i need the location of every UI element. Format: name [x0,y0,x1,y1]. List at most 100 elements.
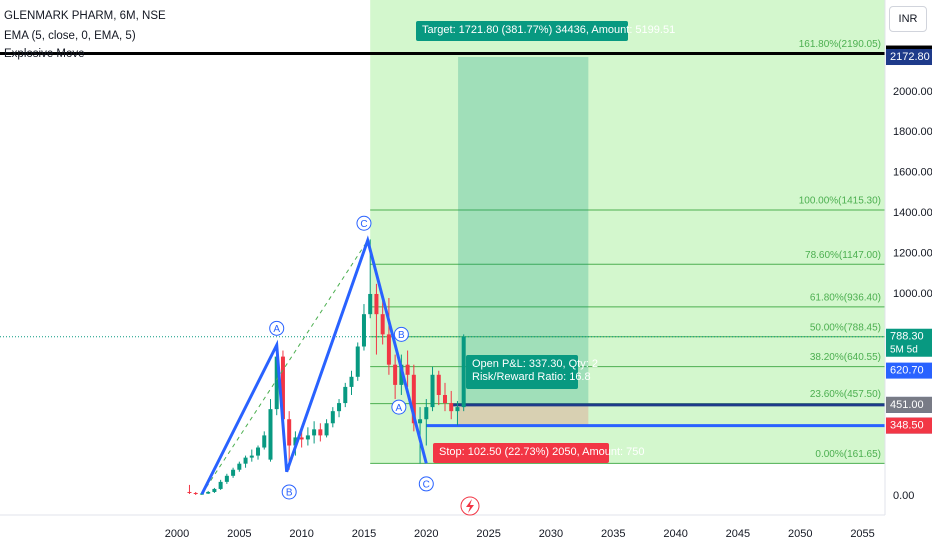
candle-body [212,488,217,492]
price-label: 348.50 [890,420,924,432]
candle-body [361,314,366,347]
pnl-label: Risk/Reward Ratio: 16.8 [472,371,591,383]
candle-body [330,411,335,424]
fib-zone [370,0,885,464]
x-tick-label: 2055 [850,528,874,540]
candle-body [256,447,261,456]
candle-body [237,463,242,470]
pattern-point [391,399,407,415]
candle-body [368,293,373,315]
pnl-label: Open P&L: 337.30, Qty: 2 [472,358,598,370]
pattern-label: B [398,330,405,341]
pnl-label-bg [466,355,578,389]
fib-label: 0.00%(161.65) [815,449,881,460]
pattern-label: A [396,403,403,414]
candle-body [324,423,329,436]
fib-label: 23.60%(457.50) [810,389,881,400]
candle-body [231,469,236,476]
candle-body [193,492,198,494]
candle-body [386,334,391,365]
indicator: EMA (5, close, 0, EMA, 5) [4,30,136,42]
candle-body [287,419,292,446]
target-zone [458,57,589,405]
pattern-label: C [423,480,430,491]
candle-body [249,455,254,458]
price-label-bg [886,417,932,434]
candle-body [187,491,192,493]
candle-body [280,356,285,420]
symbol: GLENMARK PHARM, 6M, NSE [4,10,166,22]
stop-zone [458,404,589,426]
candle-body [442,394,447,404]
candle-body [199,493,204,495]
pattern-label: B [286,488,293,499]
candle-body [293,437,298,446]
candle-body [218,481,223,489]
x-tick-label: 2010 [289,528,313,540]
x-tick-label: 2025 [476,528,500,540]
y-tick-label: 1600.00 [893,167,932,179]
price-label-bg [886,396,932,413]
x-tick-label: 2050 [788,528,812,540]
x-tick-label: 2040 [663,528,687,540]
candle-body [374,293,379,315]
y-tick-label: 0.00 [893,490,914,502]
candle-body [455,407,460,412]
candle-body [268,409,273,460]
pattern-label: C [360,219,367,230]
price-label-bg [886,362,932,379]
target-label-bg [416,21,628,41]
candle-body [461,336,466,408]
pattern-dashed [201,240,369,495]
x-tick-label: 2035 [601,528,625,540]
y-tick-label: 2000.00 [893,86,932,98]
x-tick-label: 2005 [227,528,251,540]
candle-body [274,356,279,410]
target-label: Target: 1721.80 (381.77%) 34436, Amount:… [422,24,675,36]
pattern-point [281,484,297,500]
price-label-bg [886,328,932,357]
fib-label: 38.20%(640.55) [810,352,881,363]
pattern-point [418,476,434,492]
pattern-label: A [273,324,280,335]
candle-body [243,457,248,464]
candle-body [318,429,323,436]
candle-body [312,429,317,436]
currency-button[interactable]: INR [889,6,927,32]
stop-label-bg [433,443,609,463]
candle-body [349,376,354,387]
candle-body [337,403,342,412]
candle-body [299,437,304,440]
y-tick-label: 1800.00 [893,126,932,138]
candle-body [380,314,385,335]
x-tick-label: 2015 [352,528,376,540]
fib-label: 161.80%(2190.05) [799,39,881,50]
y-tick-label: 1400.00 [893,207,932,219]
candle-body [424,407,429,420]
candle-body [411,374,416,424]
event-icon-bolt [466,499,474,513]
candle-body [430,374,435,408]
candle-body [262,435,267,448]
price-label-bg [886,49,932,66]
fib-label: 50.00%(788.45) [810,322,881,333]
candle-body [436,374,441,395]
fib-label: 78.60%(1147.00) [805,250,881,261]
y-tick-label: 1000.00 [893,288,932,300]
pattern-point [393,326,409,342]
x-tick-label: 2020 [414,528,438,540]
price-label: 451.00 [890,399,924,411]
candle-body [449,403,454,412]
y-tick-label: 1200.00 [893,247,932,259]
x-tick-label: 2030 [539,528,563,540]
candle-body [399,364,404,385]
stop-label: Stop: 102.50 (22.73%) 2050, Amount: 750 [439,446,644,458]
fib-label: 61.80%(936.40) [810,292,881,303]
pattern-point [269,320,285,336]
price-label: 620.70 [890,365,924,377]
price-label-countdown: 5M 5d [890,344,918,355]
price-label: 788.30 [890,331,924,343]
candle-body [405,364,410,375]
